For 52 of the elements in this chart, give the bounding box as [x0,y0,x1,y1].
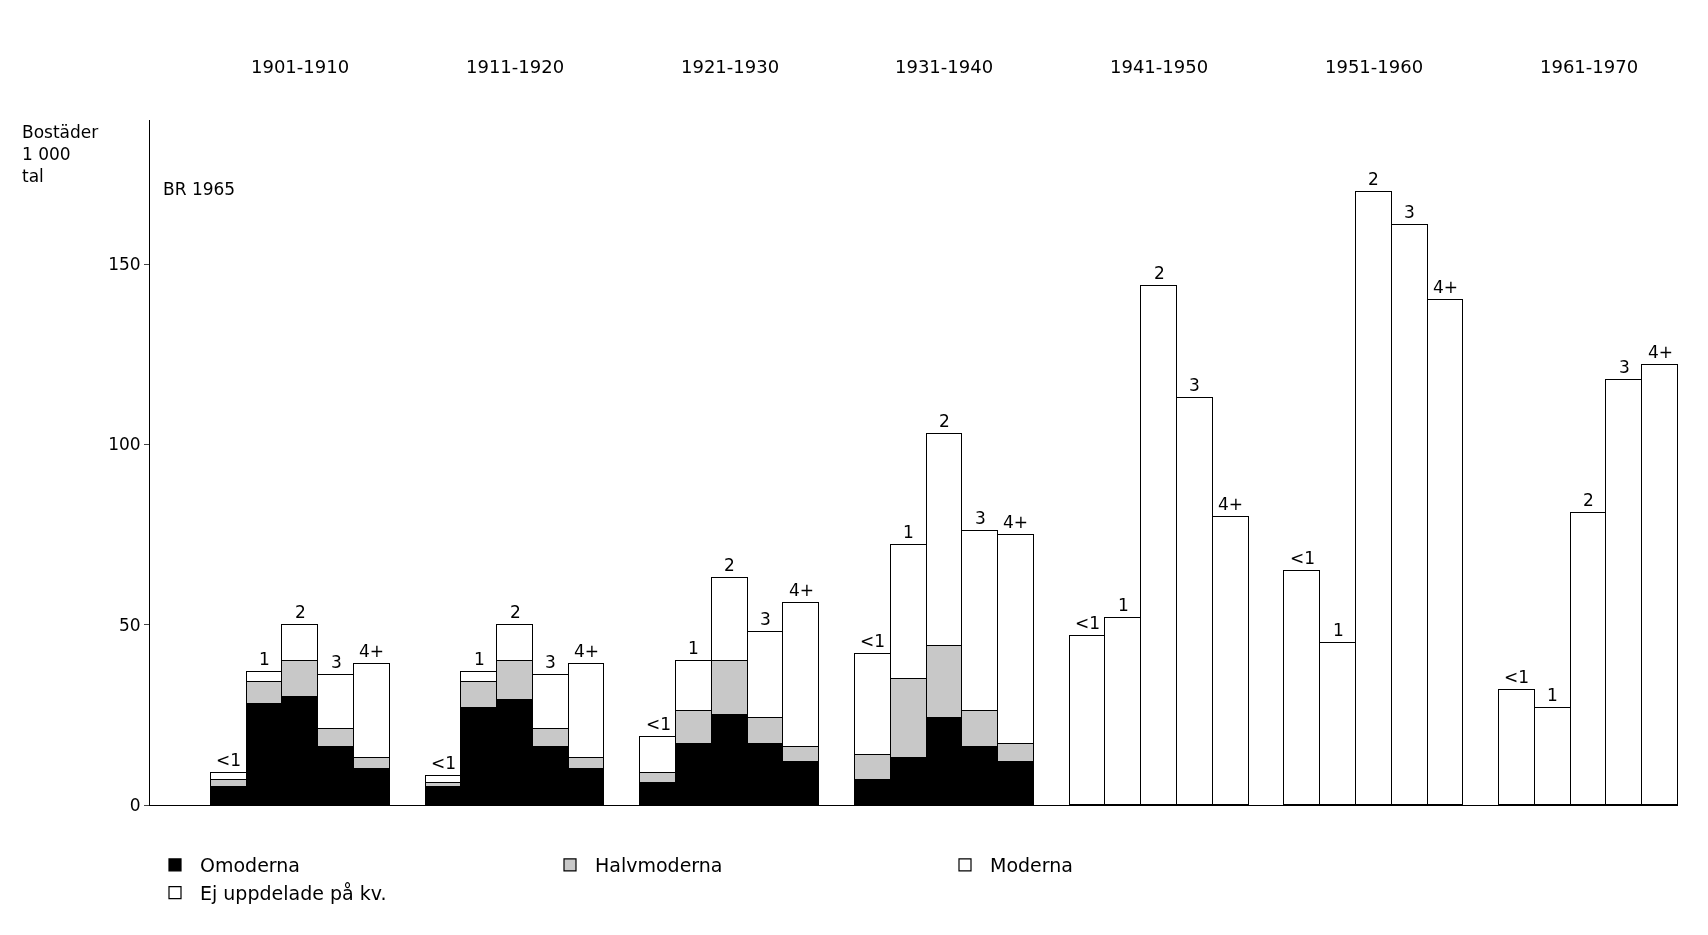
x-tick-label: 1 [259,649,270,669]
x-tick-label: 4+ [574,641,600,661]
y-tick-label: 50 [118,614,141,635]
text: 1901-1910 [251,56,350,77]
x-tick-label: <1 [216,750,242,770]
x-tick-label: 1 [1333,620,1344,640]
y-tick-label: 100 [108,434,141,455]
x-tick-label: 2 [1368,169,1379,189]
x-tick-label: 2 [724,555,735,575]
x-tick-label: 3 [975,508,986,528]
x-tick-label: 2 [1154,263,1165,283]
x-tick-label: 2 [939,411,950,431]
x-tick-label: 4+ [789,580,815,600]
legend-label: Ej uppdelade på kv. [200,882,387,905]
x-tick-label: 3 [1619,357,1630,377]
x-tick-label: 1 [903,522,914,542]
legend-label: Halvmoderna [595,854,723,877]
legend-label: Moderna [990,854,1073,877]
annotation: BR 1965 [163,179,236,199]
x-tick-label: <1 [860,631,886,651]
y-tick-label: 0 [129,794,141,815]
y-axis-title: Bostäder 1 000 tal [22,122,99,187]
x-tick-label: <1 [1075,613,1101,633]
x-tick-label: 1 [688,638,699,658]
x-tick-label: <1 [1290,548,1316,568]
text: 1961-1970 [1540,56,1639,77]
x-tick-label: <1 [646,714,672,734]
x-tick-label: 3 [331,652,342,672]
x-tick-label: <1 [431,753,457,773]
x-tick-label: 4+ [1218,494,1244,514]
x-tick-label: 3 [1404,202,1415,222]
legend-label: Omoderna [200,854,301,877]
x-tick-label: 4+ [1648,342,1674,362]
x-tick-label: 4+ [1433,277,1459,297]
x-tick-label: 4+ [1003,512,1029,532]
x-tick-label: 3 [760,609,771,629]
text: 1931-1940 [895,56,994,77]
x-tick-label: 3 [545,652,556,672]
x-tick-label: 2 [295,602,306,622]
x-tick-label: 1 [1547,685,1558,705]
text: 1921-1930 [681,56,780,77]
text: 1911-1920 [466,56,565,77]
x-tick-label: 3 [1189,375,1200,395]
text: 1941-1950 [1110,56,1209,77]
x-tick-label: <1 [1504,667,1530,687]
x-tick-label: 2 [1583,490,1594,510]
x-tick-label: 1 [474,649,485,669]
x-tick-label: 2 [510,602,521,622]
x-tick-label: 1 [1118,595,1129,615]
x-tick-label: 4+ [359,641,385,661]
y-tick-label: 150 [108,254,141,275]
text: 1951-1960 [1325,56,1424,77]
